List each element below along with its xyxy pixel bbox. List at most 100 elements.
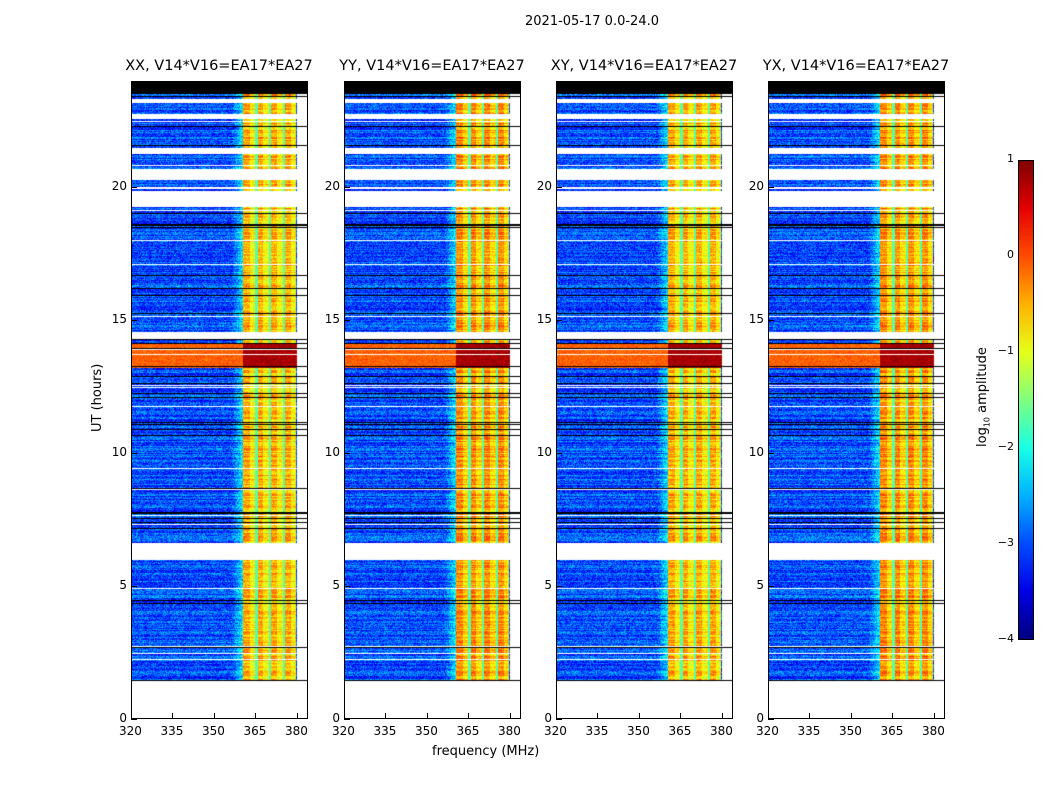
x-tick-label: 320 bbox=[544, 724, 567, 738]
y-tick bbox=[768, 586, 774, 588]
y-tick-label: 0 bbox=[756, 711, 764, 725]
figure-title: 2021-05-17 0.0-24.0 bbox=[525, 14, 659, 29]
y-tick-label: 20 bbox=[111, 179, 127, 194]
y-tick bbox=[768, 187, 774, 189]
colorbar-label: log10 amplitude bbox=[975, 347, 992, 447]
panel-title: XX, V14*V16=EA17*EA27 bbox=[125, 58, 313, 74]
x-tick bbox=[768, 713, 769, 719]
x-tick-label: 350 bbox=[201, 724, 225, 738]
x-tick bbox=[892, 713, 894, 719]
y-tick-label: 10 bbox=[324, 445, 340, 460]
colorbar-tick-label: −4 bbox=[997, 632, 1014, 645]
x-tick-label: 350 bbox=[414, 724, 438, 738]
y-tick bbox=[131, 453, 137, 455]
heatmap-panel-1 bbox=[344, 81, 521, 719]
colorbar-tick-label: −3 bbox=[997, 536, 1014, 549]
x-tick bbox=[213, 713, 215, 719]
x-tick-label: 365 bbox=[668, 724, 692, 738]
y-tick-label: 5 bbox=[332, 578, 340, 593]
heatmap-panel-3 bbox=[768, 81, 945, 719]
y-tick-label: 15 bbox=[536, 312, 552, 327]
heatmap-panel-0 bbox=[131, 81, 308, 719]
x-tick-label: 350 bbox=[838, 724, 862, 738]
y-tick bbox=[768, 320, 774, 322]
colorbar-tick-label: −2 bbox=[997, 440, 1014, 453]
x-tick bbox=[809, 713, 811, 719]
x-tick bbox=[597, 713, 599, 719]
y-tick-label: 20 bbox=[324, 179, 340, 194]
heatmap-image bbox=[345, 82, 520, 718]
y-tick-label: 20 bbox=[748, 179, 764, 194]
y-tick-label: 20 bbox=[536, 179, 552, 194]
heatmap-image bbox=[769, 82, 944, 718]
y-tick-label: 10 bbox=[111, 445, 127, 460]
y-tick-label: 15 bbox=[111, 312, 127, 327]
x-tick-label: 365 bbox=[880, 724, 904, 738]
colorbar-tick-label: −1 bbox=[997, 344, 1014, 357]
x-tick-label: 380 bbox=[284, 724, 308, 738]
x-tick-label: 350 bbox=[626, 724, 650, 738]
x-tick bbox=[850, 713, 852, 719]
y-tick bbox=[344, 320, 350, 322]
y-tick bbox=[131, 719, 137, 720]
y-tick bbox=[344, 453, 350, 455]
x-tick-label: 335 bbox=[585, 724, 609, 738]
x-tick-label: 380 bbox=[497, 724, 521, 738]
heatmap-panel-2 bbox=[556, 81, 733, 719]
y-tick bbox=[131, 320, 137, 322]
panel-title: XY, V14*V16=EA17*EA27 bbox=[550, 58, 738, 74]
heatmap-image bbox=[132, 82, 307, 718]
colorbar-tick-label: 0 bbox=[1007, 248, 1014, 261]
y-tick bbox=[556, 187, 562, 189]
y-tick-label: 10 bbox=[748, 445, 764, 460]
y-tick-label: 15 bbox=[748, 312, 764, 327]
panel-title: YX, V14*V16=EA17*EA27 bbox=[762, 58, 950, 74]
colorbar bbox=[1018, 160, 1034, 640]
x-tick bbox=[385, 713, 387, 719]
heatmap-image bbox=[557, 82, 732, 718]
x-tick bbox=[172, 713, 174, 719]
x-tick bbox=[638, 713, 640, 719]
x-tick bbox=[344, 713, 345, 719]
x-tick bbox=[556, 713, 557, 719]
x-tick bbox=[933, 713, 935, 719]
x-tick-label: 365 bbox=[243, 724, 267, 738]
x-tick-label: 320 bbox=[756, 724, 779, 738]
y-tick bbox=[131, 187, 137, 189]
y-tick-label: 5 bbox=[756, 578, 764, 593]
y-tick bbox=[556, 453, 562, 455]
x-tick bbox=[680, 713, 682, 719]
colorbar-tick-label: 1 bbox=[1007, 152, 1014, 165]
x-tick-label: 380 bbox=[921, 724, 945, 738]
x-tick-label: 320 bbox=[119, 724, 142, 738]
x-tick bbox=[426, 713, 428, 719]
y-tick-label: 0 bbox=[332, 711, 340, 725]
y-tick-label: 0 bbox=[119, 711, 127, 725]
x-tick-label: 320 bbox=[332, 724, 355, 738]
y-tick bbox=[344, 586, 350, 588]
x-tick-label: 335 bbox=[160, 724, 184, 738]
y-tick-label: 5 bbox=[544, 578, 552, 593]
x-tick-label: 380 bbox=[709, 724, 733, 738]
x-tick-label: 335 bbox=[373, 724, 397, 738]
x-axis-label: frequency (MHz) bbox=[432, 744, 540, 759]
y-tick-label: 10 bbox=[536, 445, 552, 460]
x-tick bbox=[296, 713, 298, 719]
y-tick bbox=[768, 719, 774, 720]
y-tick bbox=[556, 719, 562, 720]
x-tick-label: 335 bbox=[797, 724, 821, 738]
panel-title: YY, V14*V16=EA17*EA27 bbox=[339, 58, 525, 74]
y-axis-label: UT (hours) bbox=[90, 363, 105, 432]
y-tick bbox=[556, 320, 562, 322]
x-tick bbox=[468, 713, 470, 719]
y-tick bbox=[131, 586, 137, 588]
y-tick bbox=[556, 586, 562, 588]
y-tick bbox=[344, 187, 350, 189]
y-tick bbox=[768, 453, 774, 455]
x-tick bbox=[721, 713, 723, 719]
y-tick bbox=[344, 719, 350, 720]
x-tick-label: 365 bbox=[456, 724, 480, 738]
x-tick bbox=[255, 713, 257, 719]
y-tick-label: 5 bbox=[119, 578, 127, 593]
